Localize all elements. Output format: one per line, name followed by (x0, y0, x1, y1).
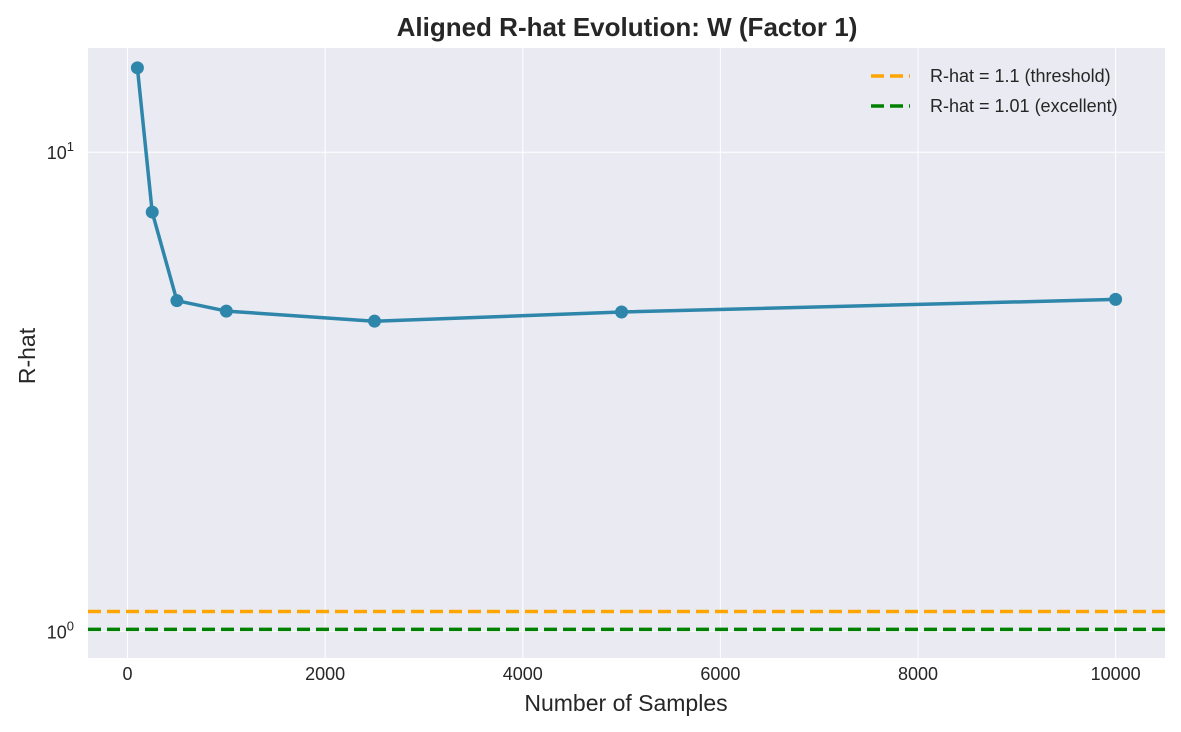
data-point (145, 205, 159, 219)
legend-label: R-hat = 1.1 (threshold) (930, 66, 1111, 86)
x-tick-label: 4000 (503, 664, 543, 684)
grid-lines (88, 48, 1165, 658)
legend-label: R-hat = 1.01 (excellent) (930, 96, 1118, 116)
data-series (130, 61, 1123, 328)
x-tick-label: 8000 (898, 664, 938, 684)
y-axis-ticks: 100 101 (47, 139, 74, 642)
x-tick-label: 6000 (700, 664, 740, 684)
reference-lines (88, 609, 1165, 632)
data-point (219, 304, 233, 318)
data-point (368, 314, 382, 328)
chart-title: Aligned R-hat Evolution: W (Factor 1) (397, 12, 858, 42)
legend: R-hat = 1.1 (threshold) R-hat = 1.01 (exc… (871, 66, 1118, 116)
y-tick-label: 101 (47, 139, 74, 163)
data-point (130, 61, 144, 75)
x-tick-label: 2000 (305, 664, 345, 684)
y-axis-label: R-hat (14, 327, 40, 384)
plot-background (88, 48, 1165, 658)
x-tick-label: 10000 (1091, 664, 1141, 684)
x-axis-ticks: 0 2000 4000 6000 8000 10000 (123, 664, 1141, 684)
data-point (170, 294, 184, 308)
y-tick-label: 100 (47, 618, 74, 642)
x-tick-label: 0 (123, 664, 133, 684)
data-point (615, 305, 629, 319)
x-axis-label: Number of Samples (524, 690, 727, 716)
data-point (1109, 292, 1123, 306)
